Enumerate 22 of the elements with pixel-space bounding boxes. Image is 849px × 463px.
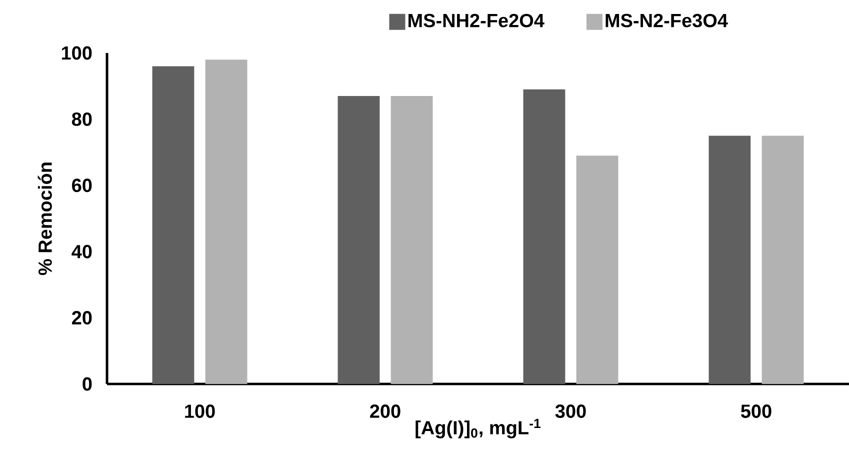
y-tick-label: 20 (72, 311, 92, 325)
bar (523, 89, 566, 384)
x-tick-label: 300 (555, 404, 586, 418)
legend-label: MS-N2-Fe3O4 (606, 14, 728, 28)
bar (205, 60, 248, 384)
bar (338, 96, 380, 384)
y-tick-label: 40 (72, 244, 92, 258)
bar (762, 136, 804, 384)
bar (708, 136, 751, 384)
bar (576, 156, 618, 384)
y-axis-title: % Remoción (38, 162, 52, 276)
bar (390, 96, 433, 384)
y-tick-label: 80 (72, 112, 92, 126)
legend-label: MS-NH2-Fe2O4 (408, 14, 544, 28)
x-tick-label: 500 (740, 404, 772, 418)
y-tick-label: 100 (62, 46, 92, 60)
x-tick-label: 200 (370, 404, 400, 418)
y-tick-label: 60 (72, 178, 92, 192)
bar (152, 66, 194, 384)
x-axis-title: [Ag(I)]$_{0}$, mgL$^{-1}$ (416, 418, 541, 438)
x-tick-label: 100 (185, 404, 215, 418)
y-tick-label: 0 (82, 377, 92, 391)
